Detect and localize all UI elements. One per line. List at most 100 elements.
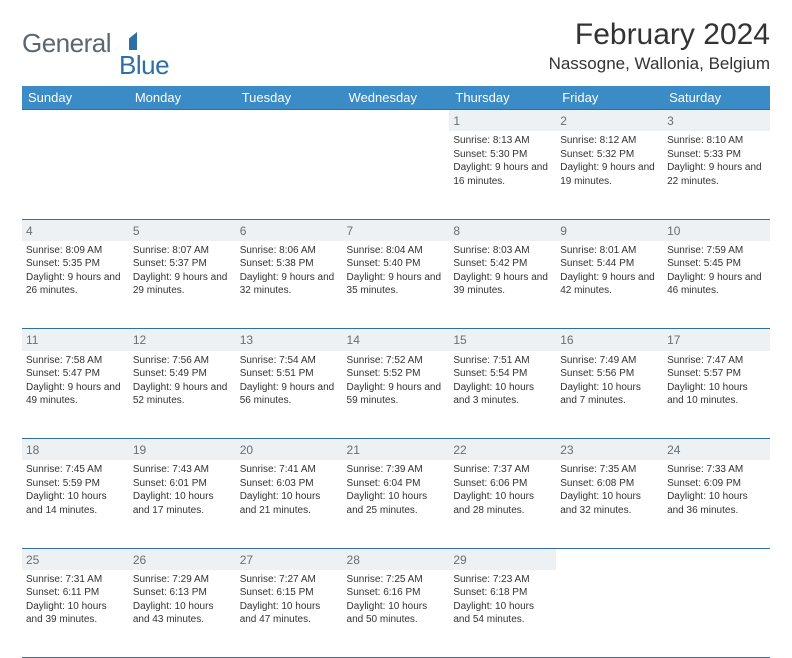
day-detail-cell: Sunrise: 8:06 AMSunset: 5:38 PMDaylight:… (236, 241, 343, 329)
sunrise-text: Sunrise: 8:12 AM (560, 134, 659, 148)
weekday-header: Sunday (22, 86, 129, 110)
sunset-text: Sunset: 6:11 PM (26, 586, 125, 600)
day-number-cell (663, 548, 770, 570)
daylight-text: Daylight: 9 hours and 39 minutes. (453, 271, 552, 298)
sunrise-text: Sunrise: 8:03 AM (453, 244, 552, 258)
sunrise-text: Sunrise: 7:39 AM (347, 463, 446, 477)
sunrise-text: Sunrise: 7:25 AM (347, 573, 446, 587)
day-number-cell: 3 (663, 110, 770, 132)
sunset-text: Sunset: 5:30 PM (453, 148, 552, 162)
day-number-cell: 11 (22, 329, 129, 351)
sunrise-text: Sunrise: 7:23 AM (453, 573, 552, 587)
day-number-cell: 25 (22, 548, 129, 570)
day-detail-cell: Sunrise: 7:41 AMSunset: 6:03 PMDaylight:… (236, 460, 343, 548)
day-number-cell: 17 (663, 329, 770, 351)
day-number-row: 45678910 (22, 219, 770, 241)
day-number-cell: 5 (129, 219, 236, 241)
daylight-text: Daylight: 9 hours and 16 minutes. (453, 161, 552, 188)
sunset-text: Sunset: 5:38 PM (240, 257, 339, 271)
day-detail-cell: Sunrise: 7:54 AMSunset: 5:51 PMDaylight:… (236, 351, 343, 439)
page-header: General Blue February 2024 Nassogne, Wal… (22, 18, 770, 74)
sunset-text: Sunset: 5:42 PM (453, 257, 552, 271)
day-detail-row: Sunrise: 8:13 AMSunset: 5:30 PMDaylight:… (22, 131, 770, 219)
day-number-cell: 12 (129, 329, 236, 351)
sunrise-text: Sunrise: 7:37 AM (453, 463, 552, 477)
daylight-text: Daylight: 9 hours and 35 minutes. (347, 271, 446, 298)
day-number-cell: 24 (663, 439, 770, 461)
day-number-cell: 1 (449, 110, 556, 132)
day-number-cell: 16 (556, 329, 663, 351)
day-number-cell (22, 110, 129, 132)
sunset-text: Sunset: 5:45 PM (667, 257, 766, 271)
sunset-text: Sunset: 5:49 PM (133, 367, 232, 381)
daylight-text: Daylight: 9 hours and 52 minutes. (133, 381, 232, 408)
day-detail-cell: Sunrise: 7:49 AMSunset: 5:56 PMDaylight:… (556, 351, 663, 439)
daylight-text: Daylight: 9 hours and 49 minutes. (26, 381, 125, 408)
sunset-text: Sunset: 5:47 PM (26, 367, 125, 381)
day-number-cell: 22 (449, 439, 556, 461)
daylight-text: Daylight: 10 hours and 25 minutes. (347, 490, 446, 517)
sunrise-text: Sunrise: 8:10 AM (667, 134, 766, 148)
day-number-cell: 10 (663, 219, 770, 241)
sunrise-text: Sunrise: 7:27 AM (240, 573, 339, 587)
daylight-text: Daylight: 10 hours and 17 minutes. (133, 490, 232, 517)
daylight-text: Daylight: 9 hours and 22 minutes. (667, 161, 766, 188)
day-number-cell (129, 110, 236, 132)
daylight-text: Daylight: 10 hours and 7 minutes. (560, 381, 659, 408)
day-detail-cell: Sunrise: 7:37 AMSunset: 6:06 PMDaylight:… (449, 460, 556, 548)
day-detail-cell: Sunrise: 7:43 AMSunset: 6:01 PMDaylight:… (129, 460, 236, 548)
day-detail-cell: Sunrise: 8:01 AMSunset: 5:44 PMDaylight:… (556, 241, 663, 329)
day-number-row: 2526272829 (22, 548, 770, 570)
daylight-text: Daylight: 9 hours and 29 minutes. (133, 271, 232, 298)
sunrise-text: Sunrise: 7:43 AM (133, 463, 232, 477)
sunset-text: Sunset: 6:16 PM (347, 586, 446, 600)
sunset-text: Sunset: 6:04 PM (347, 477, 446, 491)
sunset-text: Sunset: 5:59 PM (26, 477, 125, 491)
sunrise-text: Sunrise: 7:54 AM (240, 354, 339, 368)
day-detail-cell: Sunrise: 7:47 AMSunset: 5:57 PMDaylight:… (663, 351, 770, 439)
daylight-text: Daylight: 9 hours and 19 minutes. (560, 161, 659, 188)
day-detail-cell: Sunrise: 8:09 AMSunset: 5:35 PMDaylight:… (22, 241, 129, 329)
day-number-cell: 2 (556, 110, 663, 132)
sunset-text: Sunset: 6:18 PM (453, 586, 552, 600)
sunrise-text: Sunrise: 7:58 AM (26, 354, 125, 368)
daylight-text: Daylight: 10 hours and 14 minutes. (26, 490, 125, 517)
daylight-text: Daylight: 10 hours and 32 minutes. (560, 490, 659, 517)
day-number-cell: 20 (236, 439, 343, 461)
day-detail-cell: Sunrise: 7:59 AMSunset: 5:45 PMDaylight:… (663, 241, 770, 329)
day-detail-cell: Sunrise: 7:31 AMSunset: 6:11 PMDaylight:… (22, 570, 129, 658)
sunrise-text: Sunrise: 7:41 AM (240, 463, 339, 477)
sunset-text: Sunset: 5:32 PM (560, 148, 659, 162)
day-detail-cell (129, 131, 236, 219)
daylight-text: Daylight: 10 hours and 39 minutes. (26, 600, 125, 627)
day-detail-cell: Sunrise: 7:58 AMSunset: 5:47 PMDaylight:… (22, 351, 129, 439)
day-number-cell: 26 (129, 548, 236, 570)
day-detail-cell: Sunrise: 7:33 AMSunset: 6:09 PMDaylight:… (663, 460, 770, 548)
calendar-table: Sunday Monday Tuesday Wednesday Thursday… (22, 86, 770, 658)
daylight-text: Daylight: 9 hours and 42 minutes. (560, 271, 659, 298)
day-number-cell: 13 (236, 329, 343, 351)
sunset-text: Sunset: 5:44 PM (560, 257, 659, 271)
day-detail-cell: Sunrise: 7:45 AMSunset: 5:59 PMDaylight:… (22, 460, 129, 548)
day-detail-cell (343, 131, 450, 219)
day-detail-cell: Sunrise: 7:25 AMSunset: 6:16 PMDaylight:… (343, 570, 450, 658)
day-number-cell: 9 (556, 219, 663, 241)
day-detail-cell (663, 570, 770, 658)
sunset-text: Sunset: 6:08 PM (560, 477, 659, 491)
sunset-text: Sunset: 6:06 PM (453, 477, 552, 491)
sunrise-text: Sunrise: 7:56 AM (133, 354, 232, 368)
weekday-header: Monday (129, 86, 236, 110)
sunrise-text: Sunrise: 7:52 AM (347, 354, 446, 368)
brand-word-1: General (22, 28, 111, 59)
daylight-text: Daylight: 10 hours and 50 minutes. (347, 600, 446, 627)
sunset-text: Sunset: 5:33 PM (667, 148, 766, 162)
sunset-text: Sunset: 5:57 PM (667, 367, 766, 381)
sunset-text: Sunset: 6:01 PM (133, 477, 232, 491)
sunset-text: Sunset: 6:15 PM (240, 586, 339, 600)
day-detail-row: Sunrise: 7:45 AMSunset: 5:59 PMDaylight:… (22, 460, 770, 548)
sunset-text: Sunset: 5:51 PM (240, 367, 339, 381)
day-detail-cell: Sunrise: 8:04 AMSunset: 5:40 PMDaylight:… (343, 241, 450, 329)
daylight-text: Daylight: 9 hours and 56 minutes. (240, 381, 339, 408)
day-detail-cell (556, 570, 663, 658)
title-block: February 2024 Nassogne, Wallonia, Belgiu… (549, 18, 770, 74)
